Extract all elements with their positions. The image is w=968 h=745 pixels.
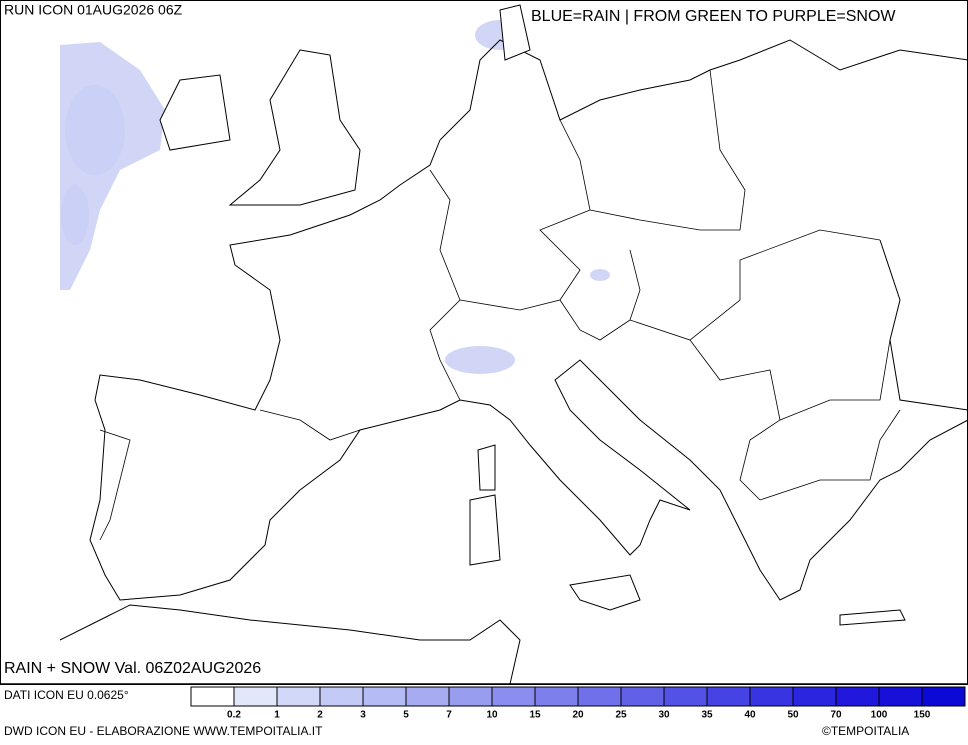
colorbar-label: 15 (529, 710, 541, 721)
colorbar-label: 5 (403, 710, 409, 721)
colorbar: 0.2 1 2 3 5 7 10 15 20 25 30 35 40 50 70 100 150 (190, 686, 966, 721)
colorbar-label: 10 (486, 710, 498, 721)
island (839, 609, 906, 626)
country-borders (99, 69, 901, 541)
color-swatch (362, 686, 407, 707)
island (499, 4, 531, 61)
color-swatch (491, 686, 536, 707)
border (589, 69, 746, 231)
color-swatch (878, 686, 923, 707)
colorbar-label: 25 (615, 710, 627, 721)
color-swatch (921, 686, 966, 707)
rain-area (590, 269, 610, 281)
legend-note: BLUE=RAIN | FROM GREEN TO PURPLE=SNOW (531, 8, 896, 25)
color-swatch (534, 686, 579, 707)
border (539, 119, 591, 301)
island (469, 494, 501, 566)
colorbar-label: 30 (658, 710, 670, 721)
border (459, 299, 631, 341)
island (228, 49, 361, 206)
colorbar-label: 1 (274, 710, 280, 721)
color-swatch (663, 686, 708, 707)
source-label: DATI ICON EU 0.0625° (4, 688, 129, 702)
color-swatch (706, 686, 751, 707)
coastlines (59, 4, 968, 685)
color-swatch (190, 686, 235, 707)
colorbar-label: 7 (446, 710, 452, 721)
border (779, 339, 891, 421)
border (259, 409, 361, 441)
coastline (439, 39, 968, 141)
rain-area (61, 185, 89, 245)
colorbar-label: 3 (360, 710, 366, 721)
color-swatch (835, 686, 880, 707)
color-swatch (319, 686, 364, 707)
color-swatch (233, 686, 278, 707)
island (569, 574, 641, 611)
color-swatch (405, 686, 450, 707)
colorbar-label: 40 (744, 710, 756, 721)
copyright-label: ©TEMPOITALIA (822, 724, 909, 738)
color-swatch (749, 686, 794, 707)
island (477, 444, 496, 491)
coastline (89, 139, 968, 601)
rain-area (445, 346, 515, 374)
colorbar-label: 0.2 (227, 710, 241, 721)
rain-area (65, 85, 125, 175)
color-swatch (577, 686, 622, 707)
run-label: RUN ICON 01AUG2026 06Z (4, 2, 183, 18)
border (99, 429, 131, 541)
colorbar-label: 2 (317, 710, 323, 721)
colorbar-label: 150 (914, 710, 931, 721)
colorbar-label: 50 (787, 710, 799, 721)
island (159, 74, 231, 151)
coastline (59, 604, 521, 685)
color-swatch (620, 686, 665, 707)
colorbar-label: 70 (830, 710, 842, 721)
colorbar-label: 100 (871, 710, 888, 721)
color-swatch (448, 686, 493, 707)
color-swatch (792, 686, 837, 707)
valid-time: RAIN + SNOW Val. 06Z02AUG2026 (4, 660, 261, 677)
colorbar-label: 20 (572, 710, 584, 721)
border (759, 409, 901, 501)
colorbar-label: 35 (701, 710, 713, 721)
credit-label: DWD ICON EU - ELABORAZIONE WWW.TEMPOITAL… (4, 724, 323, 738)
border (629, 229, 881, 341)
color-swatch (276, 686, 321, 707)
